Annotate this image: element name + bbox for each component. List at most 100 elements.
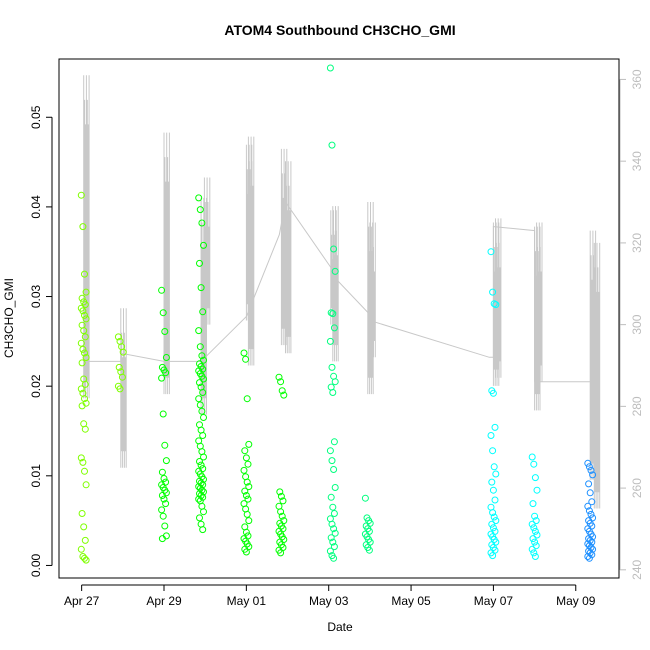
data-point [199,493,207,501]
data-point [586,489,594,497]
data-point [528,520,536,528]
y2-tick-label: 320 [630,233,644,253]
data-point [531,527,539,535]
data-point [79,345,87,353]
data-point [330,510,338,517]
data-point [116,385,124,393]
data-point [586,536,594,544]
data-point [78,402,86,410]
data-point [78,294,86,302]
data-point [587,544,595,551]
data-point [328,457,336,465]
data-point [79,223,87,231]
data-point [587,510,595,518]
data-point [331,529,339,537]
data-point [158,506,166,514]
x-tick-label: May 01 [227,594,267,608]
data-point [529,535,537,543]
data-point [200,241,207,249]
y-tick-label: 0.03 [29,284,43,308]
data-point [241,447,249,455]
data-point [199,432,207,439]
secondary-series-spike [332,206,339,362]
data-point [589,545,597,553]
data-point [326,547,334,555]
data-point [326,337,334,345]
x-tick-label: Apr 27 [64,594,100,608]
data-point [198,407,206,415]
data-point [489,524,497,532]
data-point [162,354,170,361]
data-point [585,480,593,488]
data-point [196,379,203,387]
data-point [530,549,538,557]
data-point [587,466,595,474]
data-point [158,286,166,294]
data-point [81,425,89,433]
data-point [242,548,250,556]
plot-area-frame [58,58,620,579]
y-tick-label: 0.02 [29,374,43,398]
secondary-series-spike [593,242,601,509]
data-point [280,391,288,399]
data-point [533,531,541,539]
data-point [244,495,252,503]
data-point [199,308,207,316]
data-point [365,546,373,554]
data-point [77,339,85,347]
data-point [80,327,88,335]
data-point [81,395,88,403]
data-point [532,517,540,525]
data-point [77,454,85,462]
data-point [158,468,166,476]
data-point [199,526,207,534]
data-point [245,517,253,525]
data-point [80,523,88,531]
chart-title: ATOM4 Southbound CH3CHO_GMI [224,22,455,38]
data-point [330,438,338,446]
secondary-series-spike [163,132,170,395]
data-point [200,375,207,383]
data-point [200,475,207,483]
data-point [492,517,500,525]
data-point [195,395,203,403]
data-point [492,470,500,478]
data-point [79,307,87,315]
data-point [585,507,593,515]
data-point [81,311,88,319]
data-point [241,487,249,495]
data-point [330,525,338,533]
secondary-line-layer [83,75,601,509]
x-tick-label: May 09 [556,594,596,608]
data-point [492,301,500,309]
data-point [77,385,85,393]
x-tick-label: May 07 [474,594,514,608]
data-point [243,395,251,403]
data-point [277,508,285,516]
data-point [328,363,336,371]
data-point [278,512,286,520]
data-point [488,478,496,486]
data-point [81,301,89,309]
data-point [115,363,123,371]
data-point [200,508,207,516]
data-point [243,510,251,518]
data-point [196,259,203,267]
y2-tick-label: 240 [630,559,644,579]
data-point [531,538,539,546]
data-point [487,432,495,439]
data-point [326,64,334,72]
data-point [82,315,90,323]
data-point [331,267,339,275]
data-point [531,512,539,520]
data-point [242,454,250,462]
data-point [278,387,286,395]
data-point [489,552,497,560]
data-point [275,373,283,381]
data-point [198,352,206,360]
data-point [77,545,85,553]
data-point [589,471,597,479]
data-point [244,460,252,468]
data-point [490,513,498,521]
data-point [329,503,337,511]
